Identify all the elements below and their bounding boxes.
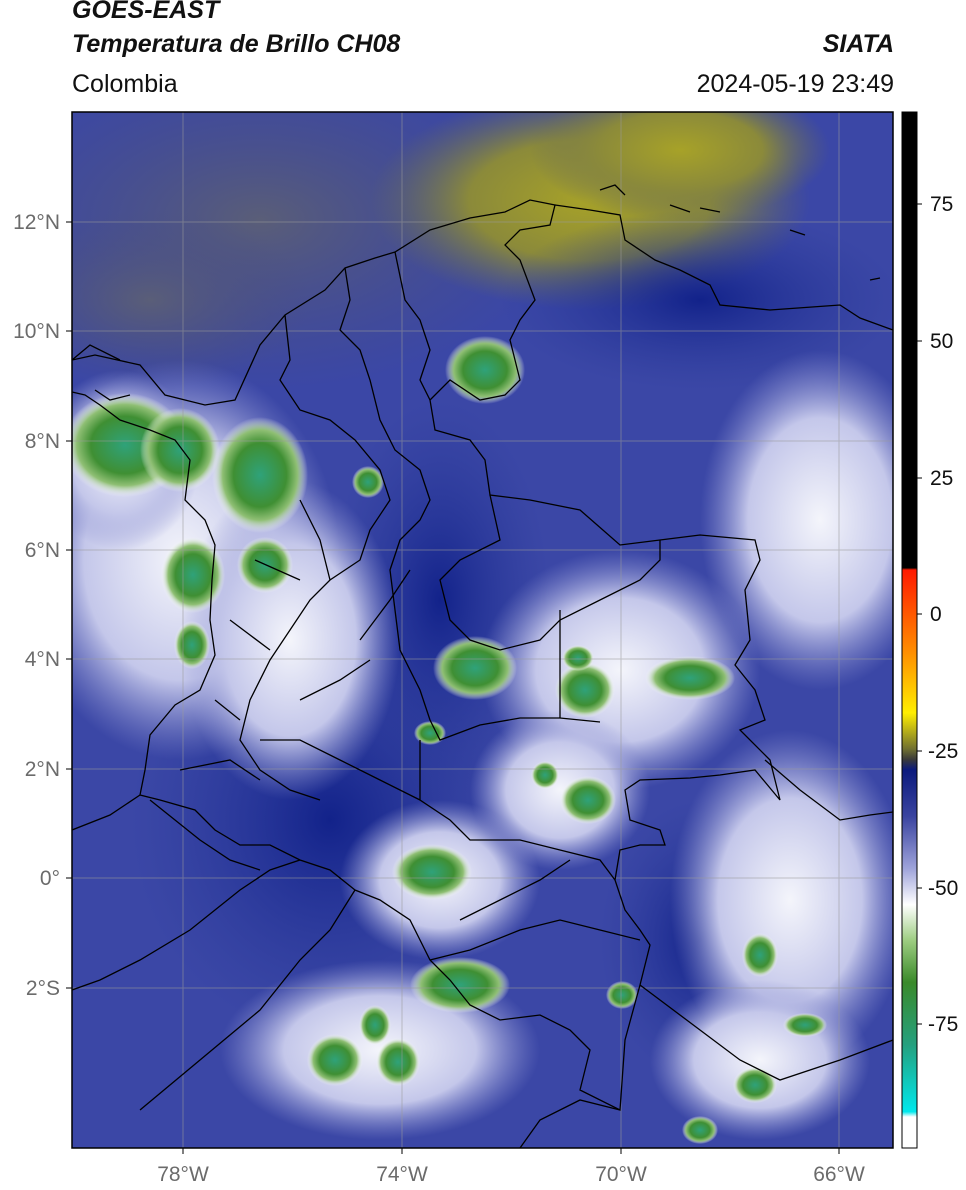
lat-label-4n: 4°N <box>25 648 60 671</box>
datetime-label: 2024-05-19 23:49 <box>696 70 894 98</box>
colorbar: 75 50 25 0 -25 -50 -75 <box>901 111 958 1149</box>
lat-label-10n: 10°N <box>13 320 60 343</box>
lat-label-12n: 12°N <box>13 211 60 234</box>
satellite-title: GOES-EAST <box>72 0 220 24</box>
lat-label-2s: 2°S <box>26 977 60 1000</box>
colorbar-tick-minus75: -75 <box>928 1013 958 1036</box>
lat-label-2n: 2°N <box>25 758 60 781</box>
colorbar-tick-0: 0 <box>930 603 942 626</box>
lon-label-74w: 74°W <box>376 1163 428 1186</box>
map-frame <box>71 111 894 1149</box>
latitude-labels: 12°N 10°N 8°N 6°N 4°N 2°N 0° 2°S <box>13 211 72 1000</box>
colorbar-tick-minus50: -50 <box>928 877 958 900</box>
lon-label-70w: 70°W <box>595 1163 647 1186</box>
colorbar-tick-75: 75 <box>930 193 953 216</box>
lat-label-8n: 8°N <box>25 430 60 453</box>
colorbar-tick-50: 50 <box>930 330 953 353</box>
region-label: Colombia <box>72 70 178 98</box>
longitude-labels: 78°W 74°W 70°W 66°W <box>157 1148 865 1186</box>
colorbar-tick-25: 25 <box>930 467 953 490</box>
satellite-image <box>72 112 893 1148</box>
lon-label-66w: 66°W <box>813 1163 865 1186</box>
lon-label-78w: 78°W <box>157 1163 209 1186</box>
colorbar-gradient <box>901 111 918 1149</box>
organization-label: SIATA <box>822 30 894 58</box>
lat-label-6n: 6°N <box>25 539 60 562</box>
political-borders <box>72 184 893 1148</box>
product-title: Temperatura de Brillo CH08 <box>72 30 401 58</box>
colorbar-tick-minus25: -25 <box>928 740 958 763</box>
lat-label-0: 0° <box>40 867 60 890</box>
